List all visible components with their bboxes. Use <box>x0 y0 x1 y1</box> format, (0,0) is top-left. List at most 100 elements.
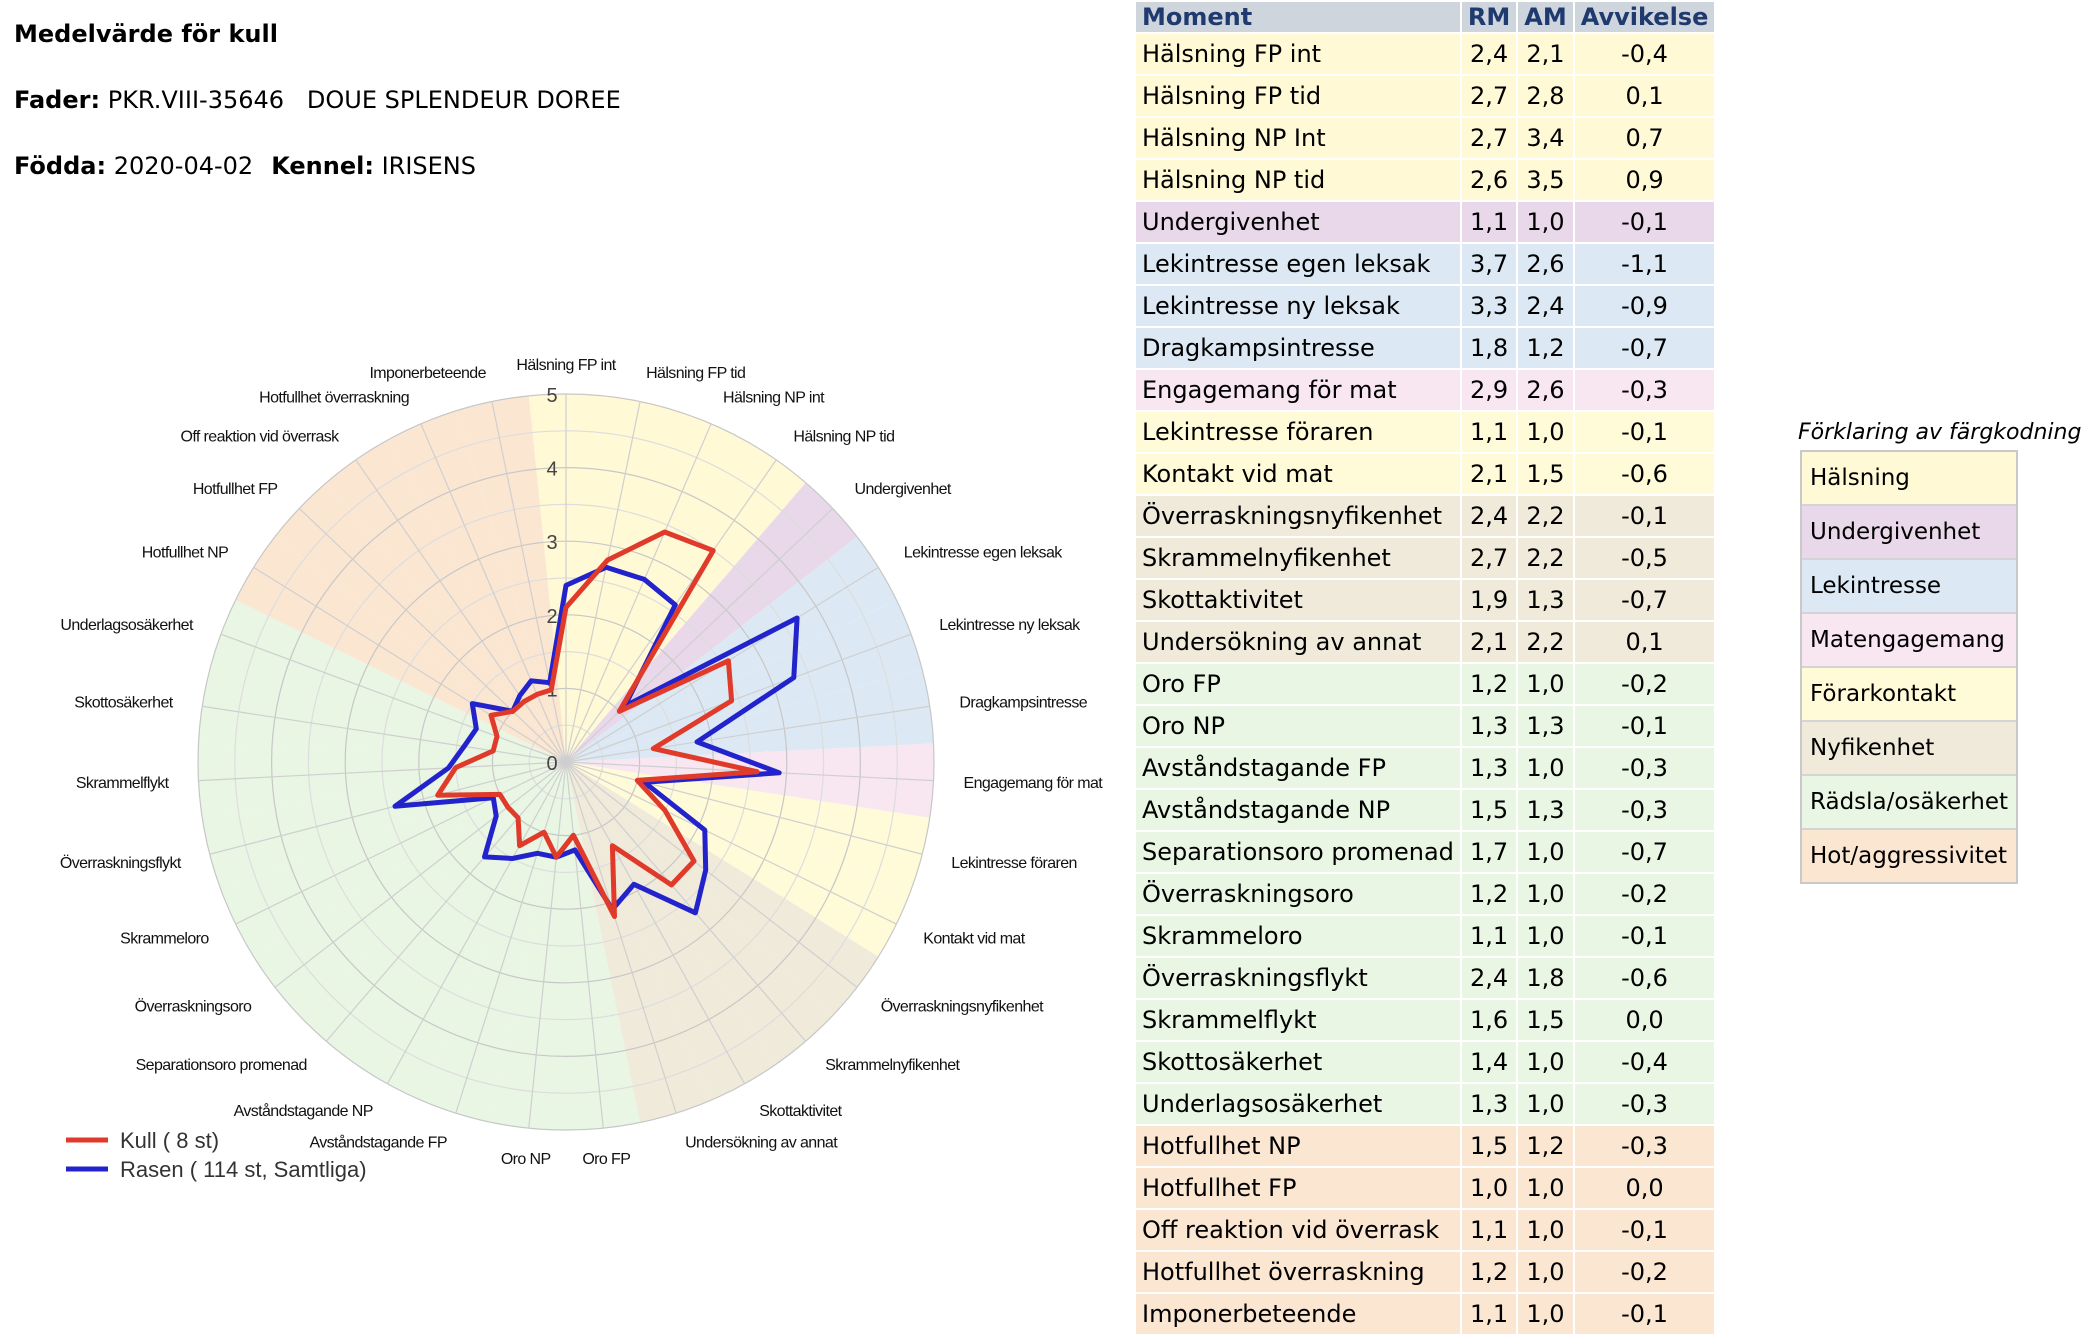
cell-moment: Avståndstagande NP <box>1136 790 1460 830</box>
cell-avvikelse: -0,1 <box>1574 706 1715 746</box>
cell-rm: 1,3 <box>1461 748 1517 788</box>
chart-legend-label: Rasen ( 114 st, Samtliga) <box>120 1157 367 1182</box>
cell-avvikelse: -0,2 <box>1574 874 1715 914</box>
radar-spoke <box>565 705 930 763</box>
radar-category-label: Hälsning FP tid <box>646 365 745 382</box>
radar-sector-radsla <box>355 762 566 1101</box>
cell-rm: 2,4 <box>1461 958 1517 998</box>
cell-moment: Undersökning av annat <box>1136 622 1460 662</box>
cell-avvikelse: -0,2 <box>1574 1252 1715 1292</box>
radar-sector-forarkontakt <box>566 762 912 957</box>
cell-avvikelse: -0,1 <box>1574 916 1715 956</box>
cell-am: 1,0 <box>1518 1084 1573 1124</box>
cell-moment: Överraskningsflykt <box>1136 958 1460 998</box>
cell-avvikelse: -0,2 <box>1574 664 1715 704</box>
legend-item-lekintresse: Lekintresse <box>1802 560 2016 614</box>
cell-am: 1,0 <box>1518 1294 1573 1334</box>
fodda-label: Födda: <box>14 152 107 180</box>
chart-legend-label: Kull ( 8 st) <box>120 1128 219 1153</box>
cell-am: 1,5 <box>1518 454 1573 494</box>
cell-am: 1,0 <box>1518 1042 1573 1082</box>
cell-avvikelse: -0,3 <box>1574 790 1715 830</box>
table-row: Skrammelnyfikenhet 2,7 2,2 -0,5 <box>1136 538 1715 578</box>
cell-am: 2,4 <box>1518 286 1573 326</box>
cell-moment: Skrammelflykt <box>1136 1000 1460 1040</box>
cell-am: 2,6 <box>1518 370 1573 410</box>
radar-category-label: Överraskningsnyfikenhet <box>881 998 1044 1016</box>
radar-sector-nyfikenhet <box>566 762 879 1016</box>
cell-moment: Hotfullhet NP <box>1136 1126 1460 1166</box>
cell-am: 2,1 <box>1518 34 1573 74</box>
cell-rm: 1,1 <box>1461 1294 1517 1334</box>
legend-item-matengagemang: Matengagemang <box>1802 614 2016 668</box>
cell-rm: 1,5 <box>1461 790 1517 830</box>
cell-avvikelse: 0,9 <box>1574 160 1715 200</box>
radar-spoke <box>528 761 567 1129</box>
cell-am: 1,3 <box>1518 580 1573 620</box>
radar-sector-radsla <box>299 762 566 1065</box>
cell-moment: Imponerbeteende <box>1136 1294 1460 1334</box>
cell-rm: 1,2 <box>1461 1252 1517 1292</box>
radar-tick-label: 0 <box>546 753 557 775</box>
radar-sector-radsla <box>253 762 566 1016</box>
legend-item-radsla: Rädsla/osäkerhet <box>1802 776 2016 830</box>
radar-spoke <box>565 423 712 763</box>
radar-spoke <box>198 761 567 782</box>
cell-rm: 2,4 <box>1461 496 1517 536</box>
radar-spoke <box>220 633 567 763</box>
cell-am: 1,2 <box>1518 1126 1573 1166</box>
radar-spoke <box>355 459 567 763</box>
table-row: Oro NP 1,3 1,3 -0,1 <box>1136 706 1715 746</box>
cell-moment: Överraskningsnyfikenhet <box>1136 496 1460 536</box>
radar-category-label: Avståndstagande NP <box>234 1102 373 1120</box>
cell-moment: Off reaktion vid överrask <box>1136 1210 1460 1250</box>
fodda-value: 2020-04-02 <box>113 152 254 180</box>
cell-avvikelse: -0,6 <box>1574 454 1715 494</box>
cell-moment: Hälsning FP tid <box>1136 76 1460 116</box>
radar-category-label: Kontakt vid mat <box>923 930 1025 947</box>
radar-spoke <box>209 761 567 855</box>
cell-am: 1,5 <box>1518 1000 1573 1040</box>
cell-moment: Hälsning NP tid <box>1136 160 1460 200</box>
cell-moment: Engagemang för mat <box>1136 370 1460 410</box>
cell-rm: 1,1 <box>1461 1210 1517 1250</box>
cell-avvikelse: -0,5 <box>1574 538 1715 578</box>
table-row: Hotfullhet NP 1,5 1,2 -0,3 <box>1136 1126 1715 1166</box>
radar-category-label: Lekintresse föraren <box>951 855 1077 872</box>
cell-rm: 1,5 <box>1461 1126 1517 1166</box>
cell-avvikelse: -0,7 <box>1574 328 1715 368</box>
cell-moment: Oro FP <box>1136 664 1460 704</box>
radar-spoke <box>325 761 567 1042</box>
cell-avvikelse: -0,3 <box>1574 1084 1715 1124</box>
cell-moment: Hotfullhet FP <box>1136 1168 1460 1208</box>
cell-moment: Lekintresse egen leksak <box>1136 244 1460 284</box>
moment-table: Moment RM AM Avvikelse Hälsning FP int 2,… <box>1134 0 1716 1336</box>
cell-rm: 3,3 <box>1461 286 1517 326</box>
table-row: Oro FP 1,2 1,0 -0,2 <box>1136 664 1715 704</box>
radar-category-label: Dragkampsintresse <box>959 695 1087 712</box>
radar-tick-label: 4 <box>546 459 557 481</box>
cell-moment: Skottosäkerhet <box>1136 1042 1460 1082</box>
radar-spoke <box>565 761 858 988</box>
radar-category-label: Undersökning av annat <box>685 1135 838 1152</box>
cell-am: 3,4 <box>1518 118 1573 158</box>
radar-category-label: Imponerbeteende <box>369 365 486 382</box>
table-row: Off reaktion vid överrask 1,1 1,0 -0,1 <box>1136 1210 1715 1250</box>
radar-category-label: Off reaktion vid överrask <box>180 428 340 445</box>
radar-spoke <box>565 761 604 1129</box>
cell-moment: Lekintresse ny leksak <box>1136 286 1460 326</box>
table-row: Imponerbeteende 1,1 1,0 -0,1 <box>1136 1294 1715 1334</box>
cell-avvikelse: -0,1 <box>1574 412 1715 452</box>
radar-category-label: Skrammelflykt <box>76 775 170 792</box>
cell-am: 2,2 <box>1518 496 1573 536</box>
radar-category-label: Separationsoro promenad <box>136 1057 307 1074</box>
table-row: Överraskningsoro 1,2 1,0 -0,2 <box>1136 874 1715 914</box>
radar-series-line <box>435 529 760 919</box>
cell-rm: 2,1 <box>1461 622 1517 662</box>
cell-avvikelse: -0,4 <box>1574 34 1715 74</box>
radar-category-label: Hälsning FP int <box>516 357 616 374</box>
radar-category-label: Hälsning NP int <box>723 389 825 406</box>
cell-am: 2,8 <box>1518 76 1573 116</box>
radar-sector-matengagemang <box>566 743 934 818</box>
